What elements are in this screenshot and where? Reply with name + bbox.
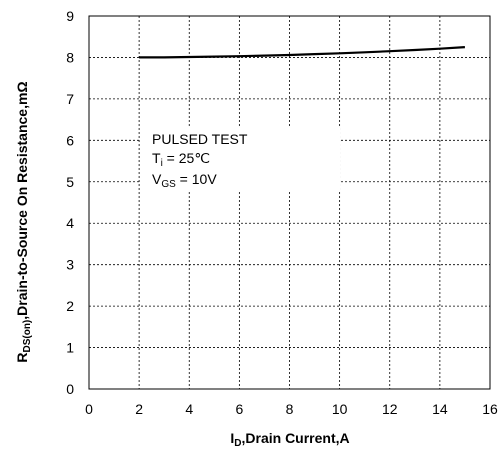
x-axis-label-main: I xyxy=(230,430,234,446)
x-tick-label-10: 10 xyxy=(332,401,348,417)
x-axis-label-sub: D xyxy=(234,438,241,449)
x-tick-labels: 0 2 4 6 8 10 12 14 16 xyxy=(85,401,498,417)
y-tick-label-0: 0 xyxy=(66,381,74,397)
y-tick-label-3: 3 xyxy=(66,257,74,273)
annotation-vgs: VGS = 10V xyxy=(152,171,217,190)
y-tick-labels: 0 1 2 3 4 5 6 7 8 9 xyxy=(66,8,74,397)
y-axis-label: RDS(on),Drain-to-Source On Resistance,mΩ xyxy=(14,81,33,362)
annotation-temperature: Ti = 25℃ xyxy=(152,150,210,169)
temp-symbol: T xyxy=(152,150,161,166)
x-axis-label: ID,Drain Current,A xyxy=(230,430,349,449)
annotation-pulsed-test: PULSED TEST xyxy=(152,131,248,147)
annotation-background xyxy=(140,127,340,191)
x-tick-label-12: 12 xyxy=(382,401,398,417)
x-tick-label-14: 14 xyxy=(432,401,448,417)
vgs-subscript: GS xyxy=(161,179,176,190)
x-tick-label-2: 2 xyxy=(135,401,143,417)
x-tick-label-6: 6 xyxy=(235,401,243,417)
vgs-value: = 10V xyxy=(176,171,218,187)
vgs-symbol: V xyxy=(152,171,162,187)
y-axis-label-sub: DS(on) xyxy=(22,320,33,353)
grid xyxy=(89,16,490,389)
y-tick-label-1: 1 xyxy=(66,340,74,356)
plot-frame xyxy=(88,15,491,390)
temp-subscript: i xyxy=(161,158,163,169)
y-tick-label-5: 5 xyxy=(66,174,74,190)
y-tick-label-7: 7 xyxy=(66,91,74,107)
x-axis-label-rest: ,Drain Current,A xyxy=(242,430,350,446)
y-tick-label-4: 4 xyxy=(66,215,74,231)
y-tick-label-6: 6 xyxy=(66,132,74,148)
y-tick-label-2: 2 xyxy=(66,298,74,314)
y-axis-label-main: R xyxy=(14,353,30,363)
x-tick-label-0: 0 xyxy=(85,401,93,417)
temp-value: = 25℃ xyxy=(163,150,210,166)
series-layer xyxy=(139,46,465,59)
y-tick-label-8: 8 xyxy=(66,49,74,65)
y-axis-label-rest: ,Drain-to-Source On Resistance,mΩ xyxy=(14,81,30,319)
x-tick-label-16: 16 xyxy=(482,401,498,417)
y-tick-label-9: 9 xyxy=(66,8,74,24)
x-tick-label-8: 8 xyxy=(286,401,294,417)
series-line-0 xyxy=(139,46,465,59)
x-tick-label-4: 4 xyxy=(185,401,193,417)
